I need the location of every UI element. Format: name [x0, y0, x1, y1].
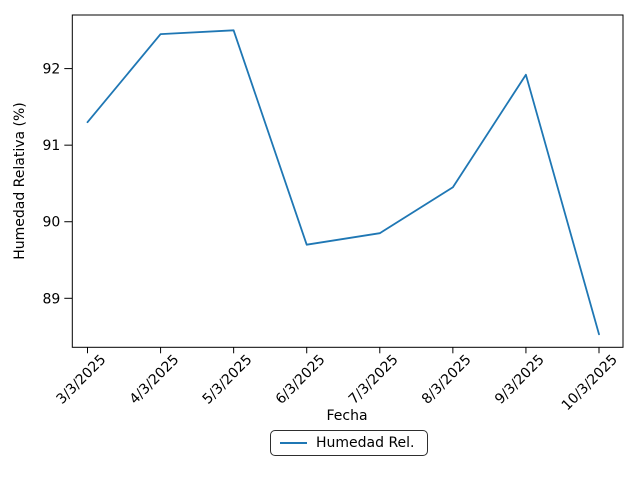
plot-border [71, 14, 624, 348]
legend-line-sample [280, 442, 307, 444]
legend-label: Humedad Rel. [316, 435, 415, 451]
x-tick-label: 3/3/2025 [54, 352, 110, 408]
x-tick-label: 5/3/2025 [200, 352, 256, 408]
x-tick-label: 10/3/2025 [559, 352, 621, 414]
y-tick-label: 89 [42, 291, 60, 307]
x-tick-label: 4/3/2025 [127, 352, 183, 408]
y-tick-label: 90 [42, 215, 60, 231]
x-tick-label: 6/3/2025 [273, 352, 329, 408]
x-axis-label: Fecha [326, 408, 367, 424]
y-axis-label: Humedad Relativa (%) [12, 102, 28, 260]
legend: Humedad Rel. [270, 430, 428, 456]
y-tick-label: 92 [42, 62, 60, 78]
x-tick-label: 7/3/2025 [346, 352, 402, 408]
x-tick-label: 8/3/2025 [419, 352, 475, 408]
data-line-humedad [86, 29, 600, 336]
y-tick-label: 91 [42, 138, 60, 154]
x-tick-label: 9/3/2025 [492, 352, 548, 408]
